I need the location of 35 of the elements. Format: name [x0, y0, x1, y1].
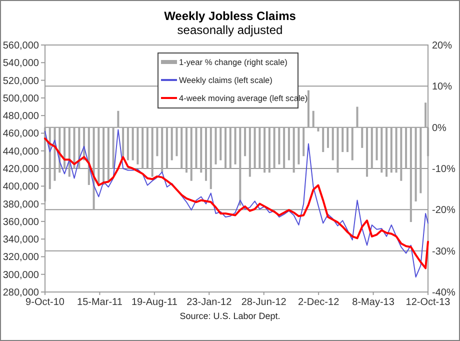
legend-label: 1-year % change (right scale) — [179, 56, 288, 67]
x-tick-label: 9-Oct-10 — [26, 297, 65, 308]
x-tick-label: 23-Jan-12 — [186, 297, 232, 308]
x-tick-label: 2-Dec-12 — [298, 297, 340, 308]
y-tick-label: 320,000 — [2, 252, 40, 264]
y-tick-label: 360,000 — [2, 216, 40, 228]
y-tick-label: 300,000 — [2, 270, 40, 281]
chart-subtitle: seasonally adjusted — [177, 23, 283, 37]
x-tick-label: 12-Oct-13 — [406, 297, 451, 308]
y2-tick-label: -20% — [432, 205, 456, 216]
y2-tick-label: 10% — [432, 82, 452, 93]
y-tick-label: 540,000 — [2, 58, 40, 70]
legend-label: Weekly claims (left scale) — [179, 74, 273, 85]
x-tick-label: 15-Mar-11 — [77, 297, 123, 308]
y2-tick-label: 0% — [432, 122, 447, 134]
x-tick-label: 8-May-13 — [352, 297, 395, 308]
y2-tick-label: 20% — [432, 40, 452, 52]
source-note: Source: U.S. Labor Dept. — [180, 311, 280, 321]
y-tick-label: 380,000 — [2, 199, 40, 210]
y-tick-label: 340,000 — [2, 234, 40, 246]
y-tick-label: 500,000 — [2, 93, 40, 104]
y2-tick-label: -10% — [432, 164, 456, 175]
y-tick-label: 280,000 — [2, 288, 40, 298]
y-tick-label: 400,000 — [2, 182, 40, 193]
x-tick-label: 19-Aug-11 — [131, 297, 178, 308]
y-tick-label: 420,000 — [2, 164, 40, 175]
y-tick-label: 480,000 — [2, 111, 40, 122]
chart-title: Weekly Jobless Claims — [164, 9, 296, 23]
y-tick-label: 520,000 — [2, 76, 40, 87]
y-tick-label: 560,000 — [2, 40, 40, 52]
y2-tick-label: -40% — [432, 288, 456, 298]
x-tick-label: 28-Jun-12 — [241, 297, 287, 308]
y-tick-label: 440,000 — [2, 146, 40, 158]
y-tick-label: 460,000 — [2, 128, 40, 140]
y2-tick-label: -30% — [432, 246, 456, 258]
